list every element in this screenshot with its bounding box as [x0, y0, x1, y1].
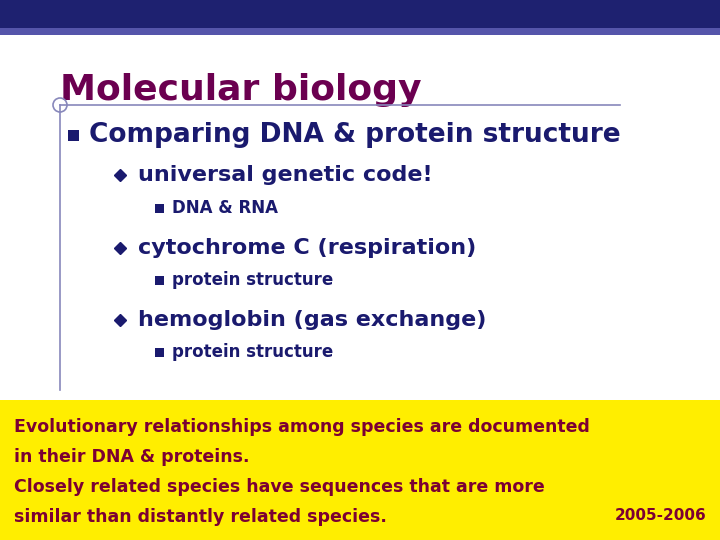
Bar — [0, 0, 720, 28]
Text: cytochrome C (respiration): cytochrome C (respiration) — [138, 238, 476, 258]
Text: protein structure: protein structure — [172, 343, 333, 361]
Text: hemoglobin (gas exchange): hemoglobin (gas exchange) — [138, 310, 487, 330]
Text: Molecular biology: Molecular biology — [60, 73, 421, 107]
Text: Closely related species have sequences that are more: Closely related species have sequences t… — [14, 478, 545, 496]
Bar — [68, 130, 79, 140]
Bar — [0, 28, 720, 35]
Bar — [155, 204, 164, 213]
Text: DNA & RNA: DNA & RNA — [172, 199, 278, 217]
Bar — [155, 275, 164, 285]
Text: in their DNA & proteins.: in their DNA & proteins. — [14, 448, 250, 466]
Text: 2005-2006: 2005-2006 — [614, 508, 706, 523]
Text: protein structure: protein structure — [172, 271, 333, 289]
Text: similar than distantly related species.: similar than distantly related species. — [14, 508, 387, 526]
Bar — [155, 348, 164, 356]
Text: universal genetic code!: universal genetic code! — [138, 165, 433, 185]
Bar — [0, 400, 720, 540]
Text: Comparing DNA & protein structure: Comparing DNA & protein structure — [89, 122, 621, 148]
Text: Evolutionary relationships among species are documented: Evolutionary relationships among species… — [14, 418, 590, 436]
